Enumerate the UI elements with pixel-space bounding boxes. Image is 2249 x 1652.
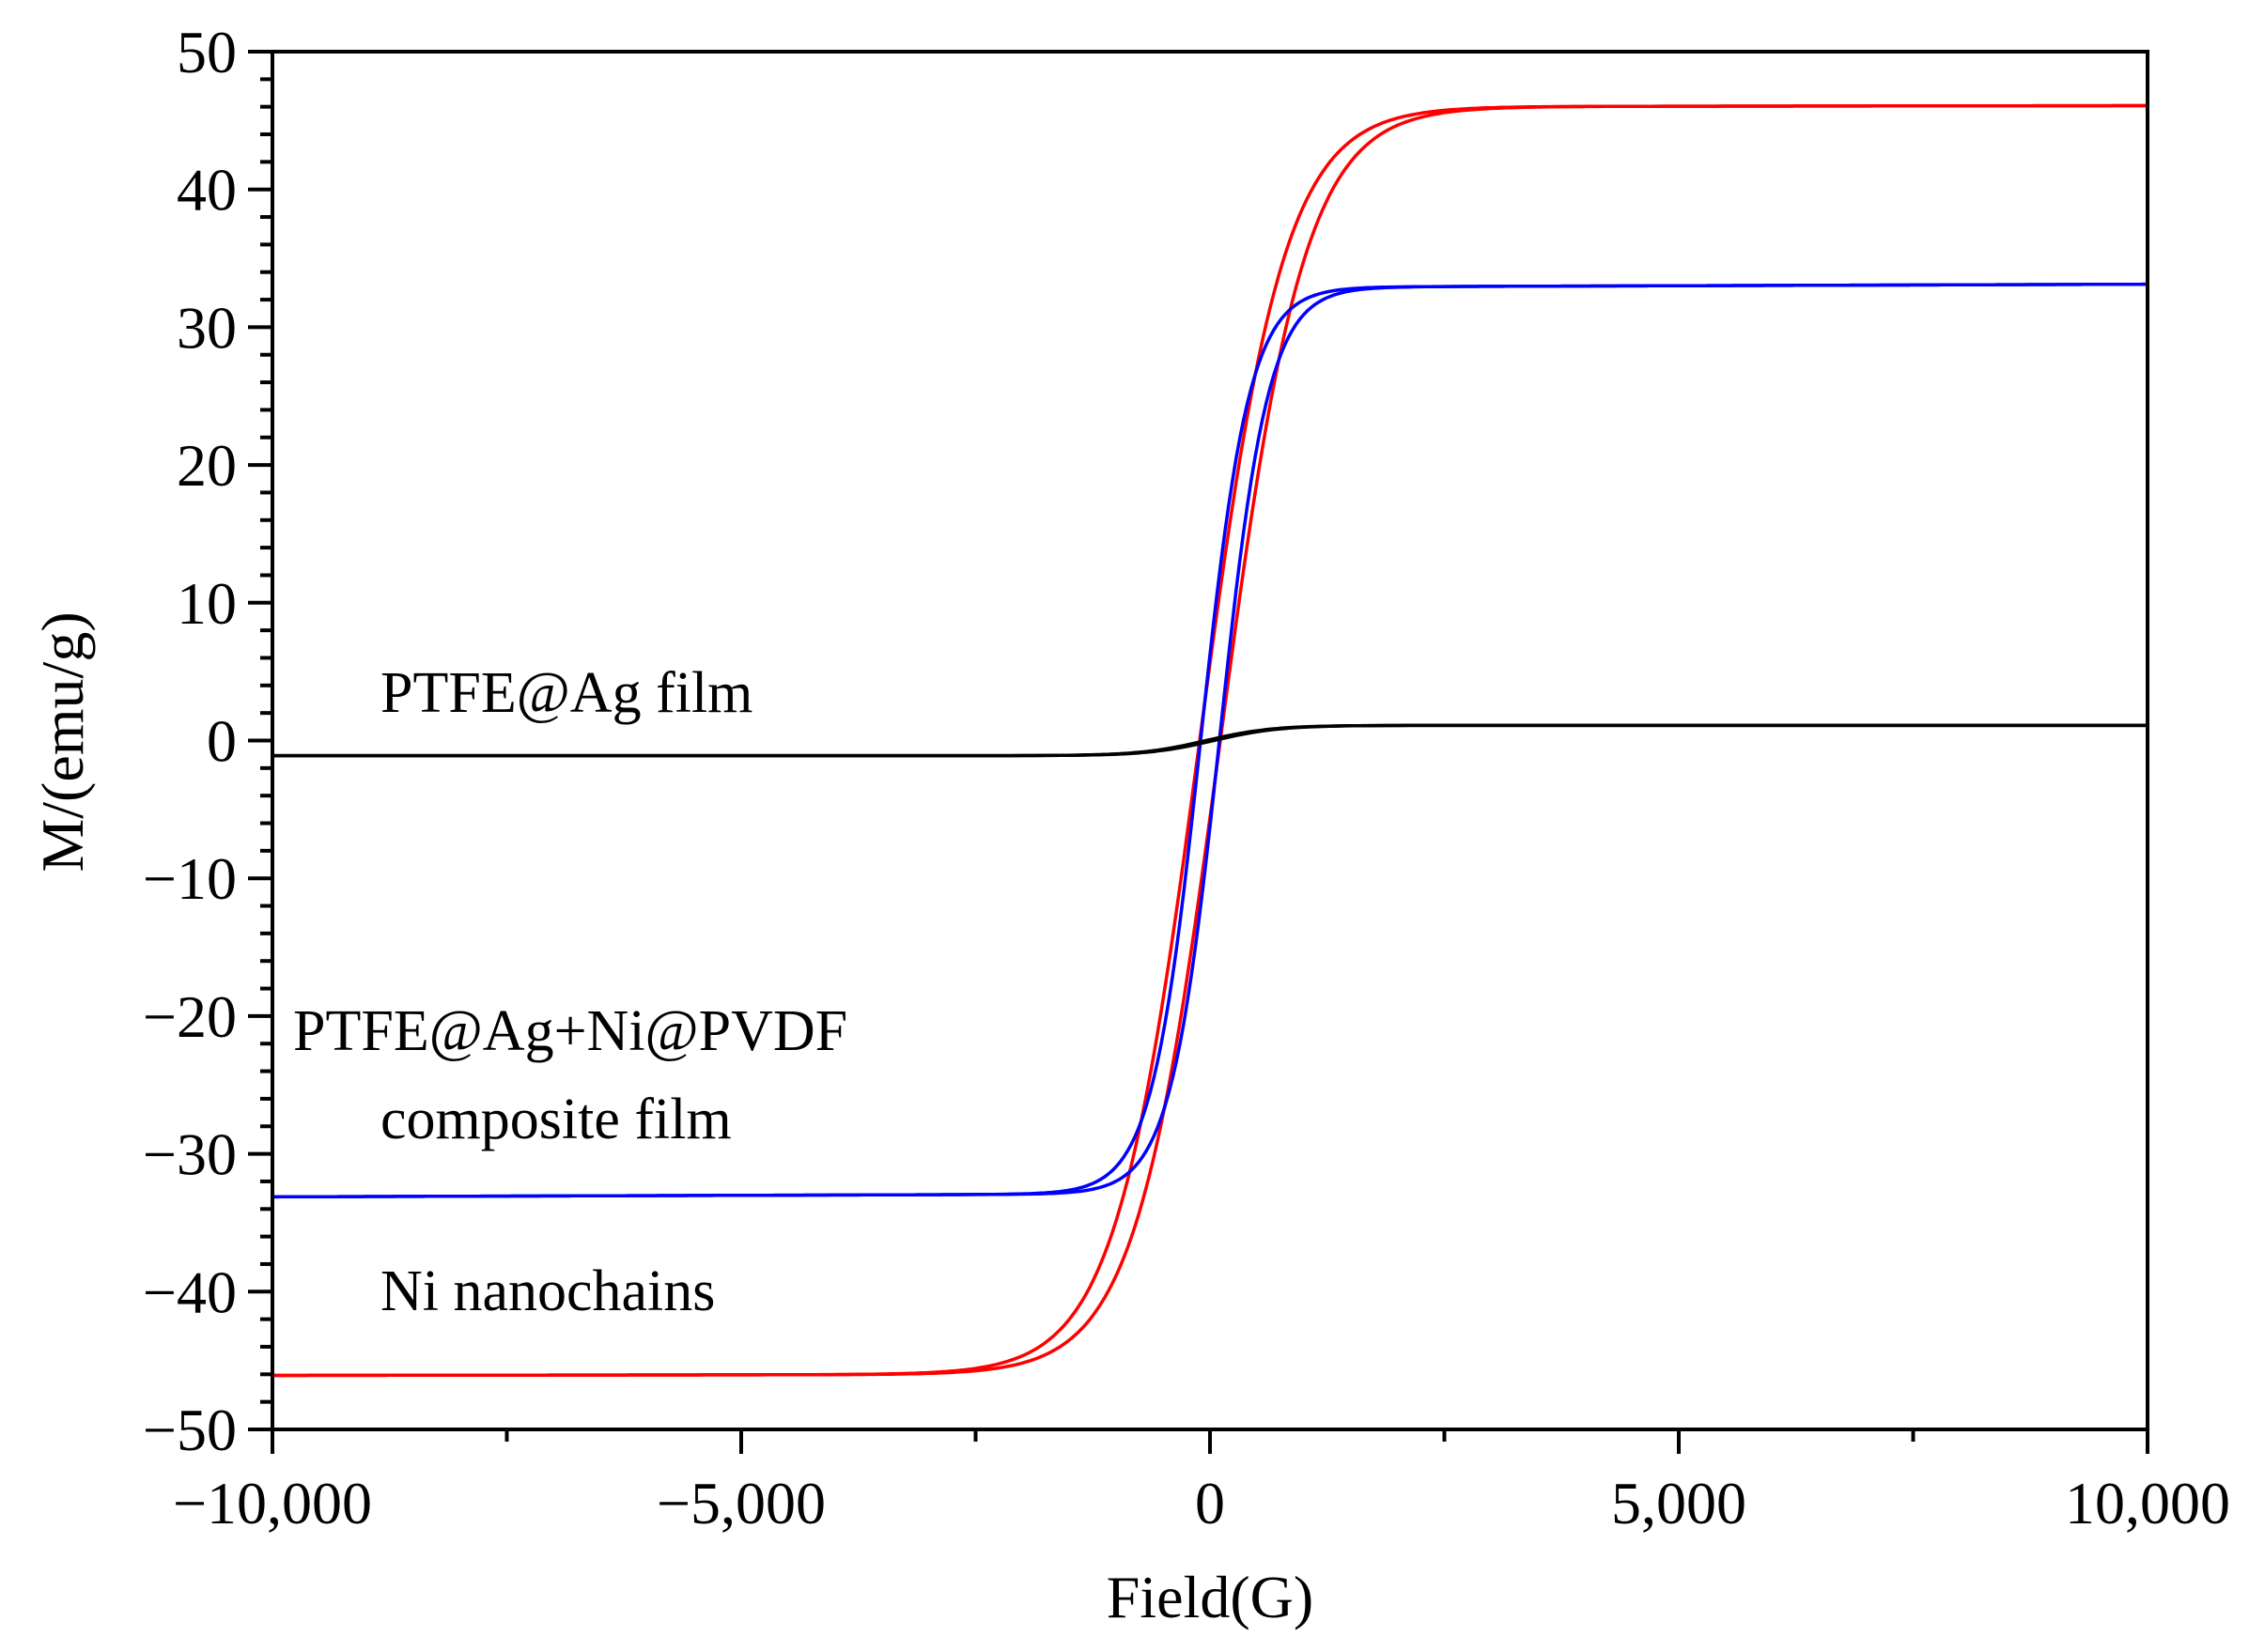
x-axis-title: Field(G)	[1107, 1564, 1313, 1630]
curves-layer	[272, 103, 2148, 1378]
y-tick-label: −20	[143, 983, 237, 1050]
label-ni-nanochains: Ni nanochains	[380, 1259, 715, 1323]
series-line-ptfe-ag-film-descending	[272, 723, 2148, 758]
label-composite-line1: PTFE@Ag+Ni@PVDF	[293, 999, 847, 1063]
y-tick-label: −50	[143, 1397, 237, 1463]
x-tick-label: −10,000	[173, 1470, 372, 1536]
y-tick-label: −10	[143, 845, 237, 912]
x-tick-label: 0	[1195, 1470, 1225, 1536]
y-tick-label: 20	[177, 432, 237, 499]
y-axis-title: M/(emu/g)	[29, 611, 96, 872]
y-tick-label: 50	[177, 19, 237, 85]
y-tick-label: 0	[207, 708, 237, 775]
tick-labels-layer: −50 −40 −30 −20 −10 0 10 20 30 40 50 −10,000 −5,000 0…	[143, 19, 2230, 1536]
x-tick-label: 5,000	[1611, 1470, 1746, 1536]
y-tick-label: −30	[143, 1121, 237, 1188]
x-tick-label: 10,000	[2065, 1470, 2230, 1536]
ticks-layer	[248, 50, 2149, 1454]
y-tick-label: −40	[143, 1258, 237, 1325]
y-tick-label: 40	[177, 157, 237, 224]
label-composite-line2: composite film	[380, 1088, 732, 1151]
y-tick-label: 10	[177, 570, 237, 637]
label-ptfe-ag-film: PTFE@Ag film	[380, 661, 752, 725]
x-tick-label: −5,000	[657, 1470, 826, 1536]
series-line-ptfe-ag-ni-pvdf-composite-film-descending	[272, 282, 2148, 1199]
y-tick-label: 30	[177, 294, 237, 361]
